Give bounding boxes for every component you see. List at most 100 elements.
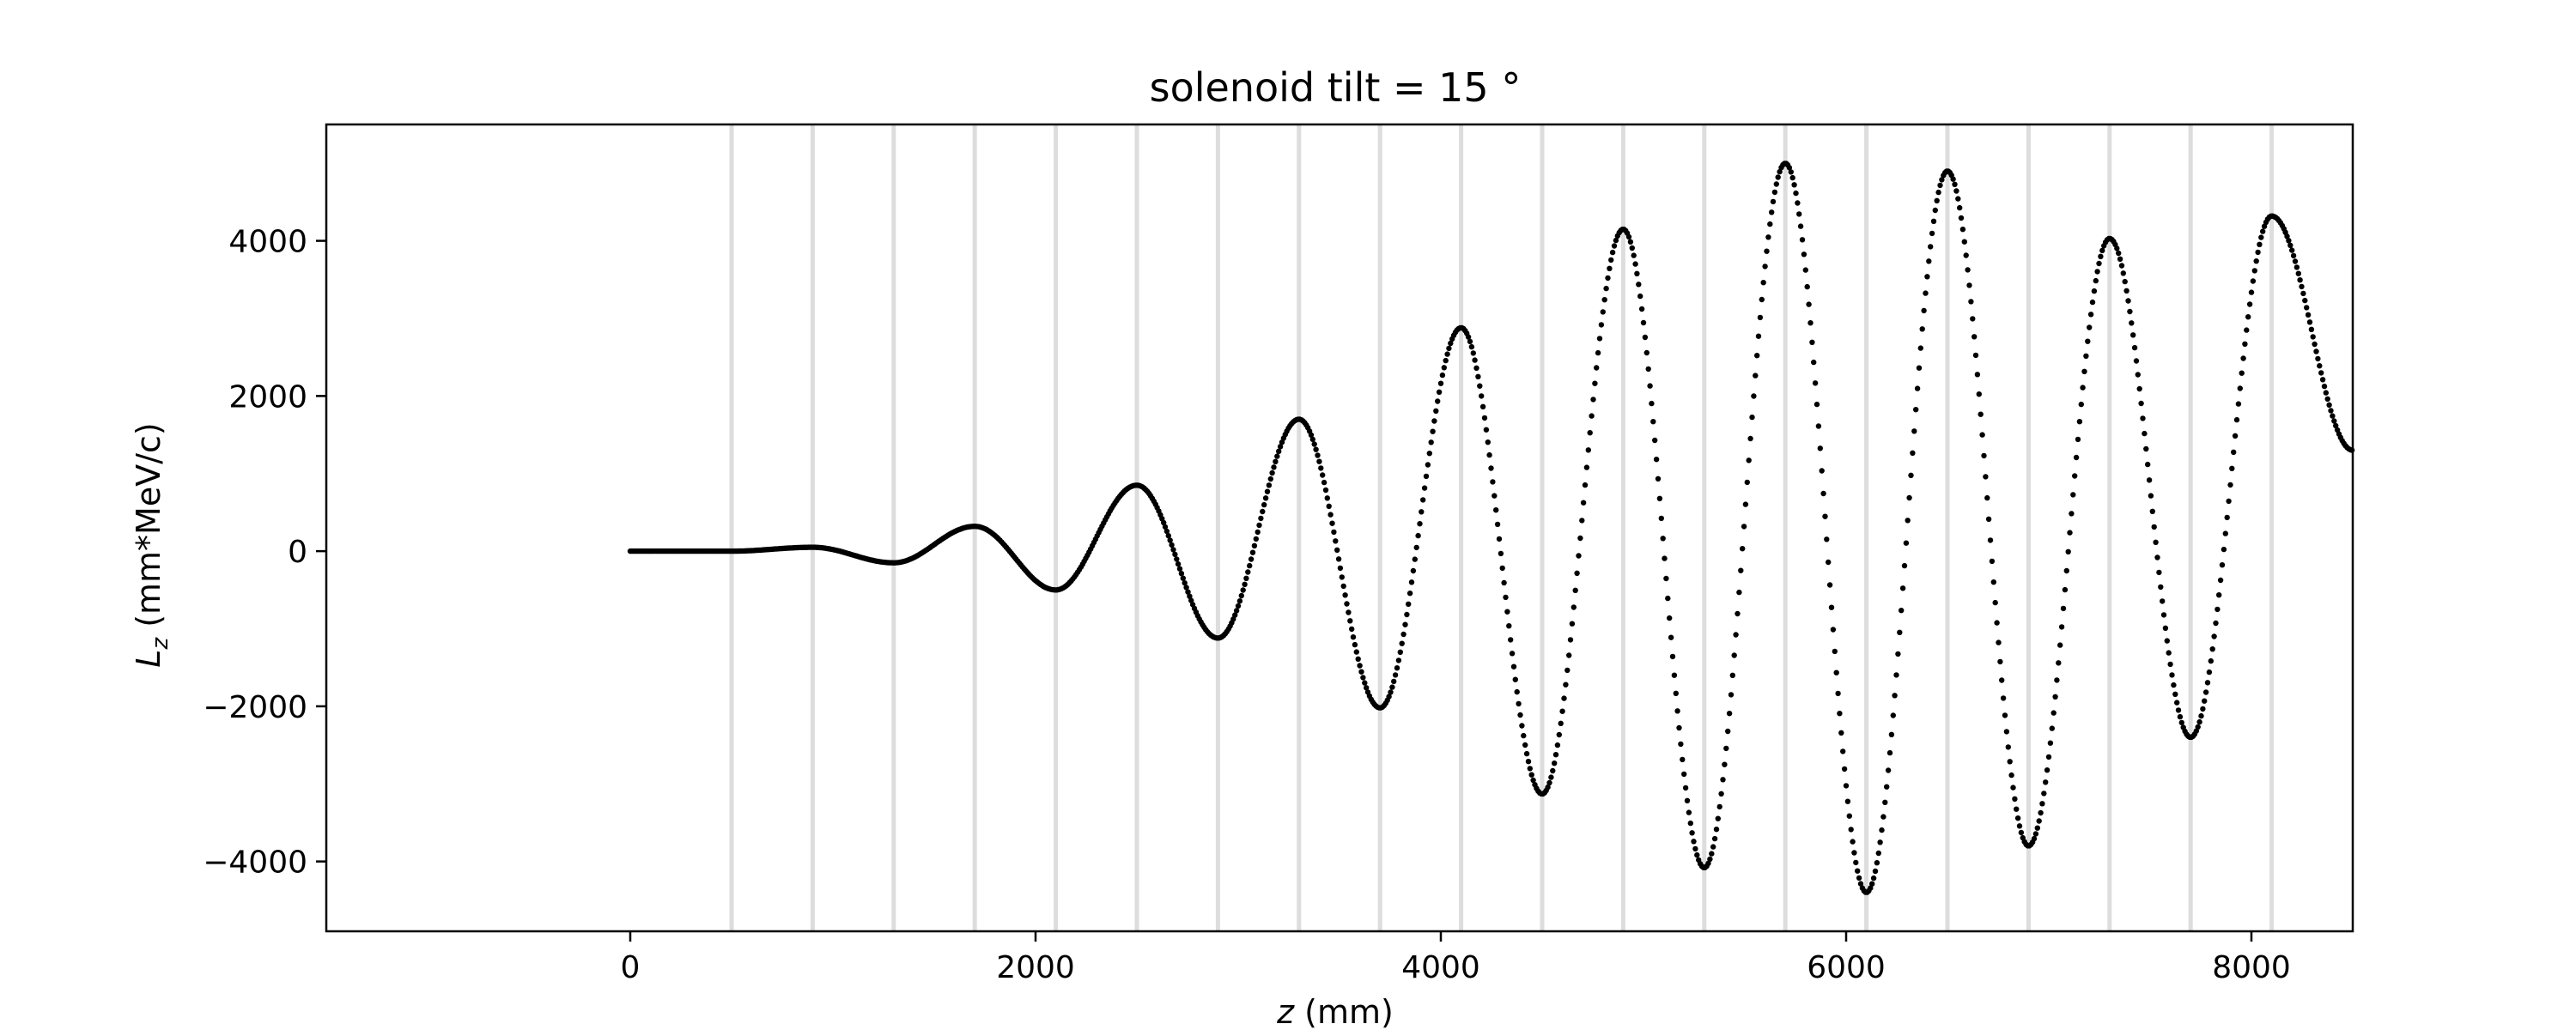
data-point — [1850, 839, 1856, 845]
data-point — [1656, 495, 1663, 501]
data-point — [1350, 634, 1357, 640]
data-point — [1512, 676, 1519, 682]
data-point — [1713, 827, 1720, 833]
data-point — [1269, 470, 1275, 476]
data-point — [2149, 508, 2155, 514]
data-point — [1274, 453, 1280, 459]
data-point — [1327, 512, 1334, 518]
data-point — [2292, 258, 2299, 264]
data-point — [2073, 454, 2080, 461]
data-point — [1809, 339, 1815, 345]
data-point — [2087, 312, 2094, 318]
data-point — [1921, 307, 1927, 314]
data-point — [2198, 712, 2204, 719]
data-point — [1740, 546, 1746, 552]
data-point — [1959, 227, 1966, 233]
data-point — [1326, 503, 1332, 509]
data-point — [1264, 488, 1271, 494]
data-point — [1589, 413, 1595, 419]
data-point — [2114, 245, 2120, 251]
data-point — [1718, 791, 1724, 797]
data-point — [1851, 850, 1857, 856]
data-point — [2091, 288, 2098, 294]
data-point — [1430, 428, 1436, 434]
data-point — [1470, 350, 1477, 356]
data-point — [1342, 592, 1348, 598]
data-point — [2224, 514, 2230, 521]
data-point — [1689, 830, 1695, 836]
data-point — [1249, 549, 1256, 555]
data-point — [1496, 536, 1503, 542]
data-point — [2117, 256, 2123, 262]
data-point — [1885, 767, 1892, 773]
data-point — [2305, 312, 2312, 318]
data-point — [1728, 692, 1735, 698]
data-point — [1655, 476, 1662, 482]
data-point — [2123, 288, 2129, 294]
data-point — [2178, 719, 2184, 726]
data-point — [1233, 608, 1240, 614]
data-point — [1276, 448, 1282, 454]
data-point — [1485, 439, 1492, 445]
data-point — [1498, 550, 1504, 557]
data-point — [1357, 663, 1363, 669]
data-point — [1386, 694, 1392, 700]
data-point — [1841, 766, 1848, 772]
data-point — [1431, 418, 1437, 424]
data-point — [2012, 796, 2018, 802]
data-point — [1886, 749, 1893, 756]
data-point — [1773, 181, 1779, 187]
data-point — [1256, 522, 1262, 529]
data-point — [1625, 233, 1632, 240]
data-point — [1253, 536, 1260, 542]
data-point — [1564, 667, 1571, 674]
data-point — [1527, 766, 1534, 772]
data-point — [1499, 565, 1505, 572]
data-point — [1554, 742, 1561, 748]
data-point — [2148, 493, 2154, 499]
data-point — [1985, 516, 1992, 522]
data-point — [2099, 247, 2105, 254]
data-point — [1441, 365, 1448, 371]
data-point — [1705, 860, 1711, 866]
data-point — [1399, 640, 1405, 646]
data-point — [2054, 677, 2060, 683]
data-point — [1736, 589, 1742, 596]
data-point — [1799, 237, 1806, 243]
data-point — [1161, 519, 1167, 526]
data-point — [1273, 458, 1279, 464]
data-point — [1483, 427, 1490, 433]
data-point — [2222, 530, 2228, 536]
data-point — [1965, 267, 1971, 273]
data-point — [2136, 385, 2142, 392]
data-point — [1989, 558, 1996, 565]
data-point — [2016, 823, 2023, 829]
data-point — [1963, 252, 1969, 258]
data-point — [2062, 586, 2069, 593]
data-point — [1417, 521, 1423, 527]
data-point — [1248, 556, 1255, 562]
data-point — [1759, 296, 1765, 303]
data-point — [1425, 462, 1431, 468]
data-point — [2324, 396, 2330, 402]
data-point — [1762, 264, 1768, 270]
data-point — [1710, 844, 1716, 850]
data-point — [1687, 820, 1694, 827]
data-point — [1400, 631, 1406, 638]
data-point — [1334, 547, 1340, 553]
data-point — [1530, 777, 1536, 784]
data-point — [1261, 501, 1267, 508]
y-tick-label: 4000 — [228, 225, 307, 260]
data-point — [2209, 646, 2215, 652]
data-point — [2002, 712, 2008, 718]
data-point — [2202, 698, 2208, 704]
chart-title: solenoid tilt = 15 ° — [1150, 64, 1522, 111]
data-point — [1486, 451, 1492, 458]
data-point — [1563, 682, 1569, 688]
data-point — [1686, 809, 1692, 815]
data-point — [1176, 566, 1183, 572]
data-point — [1313, 446, 1319, 452]
data-point — [2122, 278, 2128, 285]
data-point — [1983, 474, 1989, 480]
data-point — [2232, 433, 2239, 439]
